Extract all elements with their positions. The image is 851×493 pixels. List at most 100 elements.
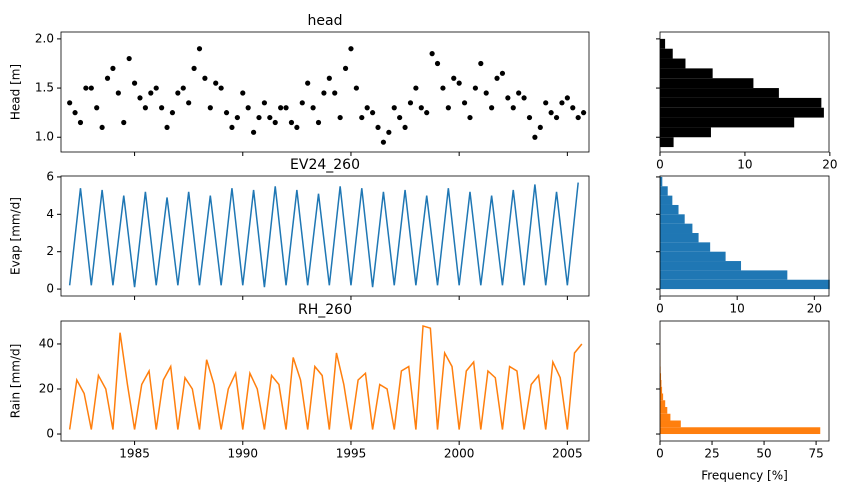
point [88,85,94,91]
point [380,139,387,145]
point [153,85,159,91]
point [451,75,457,81]
point [250,129,257,135]
point [175,90,181,96]
point [278,105,284,111]
point [191,65,197,71]
point [131,80,138,86]
panel-title: RH_260 [298,302,352,318]
hist-bar [660,107,824,118]
point [67,100,73,106]
panel-title: EV24_260 [290,157,360,173]
y-tick-label: 1.0 [35,130,54,144]
point [223,110,230,116]
hist-bar [660,117,795,128]
point [72,110,78,116]
point [359,114,365,121]
hist-bar [660,214,685,224]
point [315,119,322,126]
point [180,85,186,91]
y-axis-label: Rain [mm/d] [9,344,23,419]
point [472,85,478,91]
x-tick-label: 0 [656,447,664,461]
point [478,60,484,67]
x-tick-label: 0 [656,302,664,316]
point [342,65,349,71]
point [543,100,549,106]
point [483,90,489,96]
point [142,105,148,111]
point [397,114,403,121]
x-tick-label: 1985 [119,447,150,461]
point [489,105,495,111]
y-tick-label: 40 [39,336,54,350]
point [580,110,587,116]
axes-frame [659,31,830,153]
x-tick-label: 10 [737,158,752,172]
point [375,124,381,131]
point [570,105,576,111]
point [261,100,268,106]
hist-bar [660,233,699,243]
hist-bar [660,279,830,290]
point [272,119,278,126]
point [283,105,289,111]
x-tick-label: 2005 [552,447,583,461]
x-tick-label: 25 [704,447,719,461]
hist-bar [660,386,663,394]
hist-bar [660,78,754,89]
point [110,65,116,71]
hist-bar [660,420,681,428]
y-tick-label: 6 [46,169,54,183]
point [207,105,213,111]
point [429,51,435,57]
point [94,105,100,111]
x-tick-label: 2000 [444,447,475,461]
hist-bar [660,261,742,271]
point [305,80,311,86]
hist-bar [660,407,668,414]
point [370,110,376,116]
point [499,70,506,76]
point [229,124,235,131]
point [267,114,273,121]
point [218,85,224,91]
point [407,100,414,106]
x-tick-label: 20 [822,158,837,172]
series-line [68,324,583,430]
hist-bar [660,195,673,205]
hist-bar [660,242,711,252]
point [413,85,419,91]
x-tick-label: 0 [656,158,664,172]
hist-bar [660,400,666,408]
point [348,46,354,52]
panel-title: head [308,13,343,29]
point [364,105,370,111]
axes-frame [659,320,830,442]
point [494,75,500,81]
axes-frame [659,175,830,297]
hist-bar [660,137,674,148]
point [445,105,451,111]
hist-bar [660,393,664,401]
hist-bar [660,68,713,79]
point [196,46,203,52]
hist-bar [660,373,662,380]
point [440,85,446,91]
y-axis-label: Head [m] [9,64,23,120]
point [202,75,208,81]
point [83,85,89,91]
axes-frame [60,175,590,297]
hist-bar [660,379,662,387]
hist-bar [660,251,726,262]
point [548,110,554,116]
point [245,105,251,111]
x-tick-label: 1995 [336,447,367,461]
y-tick-label: 4 [46,207,54,221]
point [386,129,392,135]
y-tick-label: 1.5 [35,81,54,95]
point [564,95,570,101]
point [137,95,143,101]
point [321,90,327,96]
hist-bar [660,58,686,69]
